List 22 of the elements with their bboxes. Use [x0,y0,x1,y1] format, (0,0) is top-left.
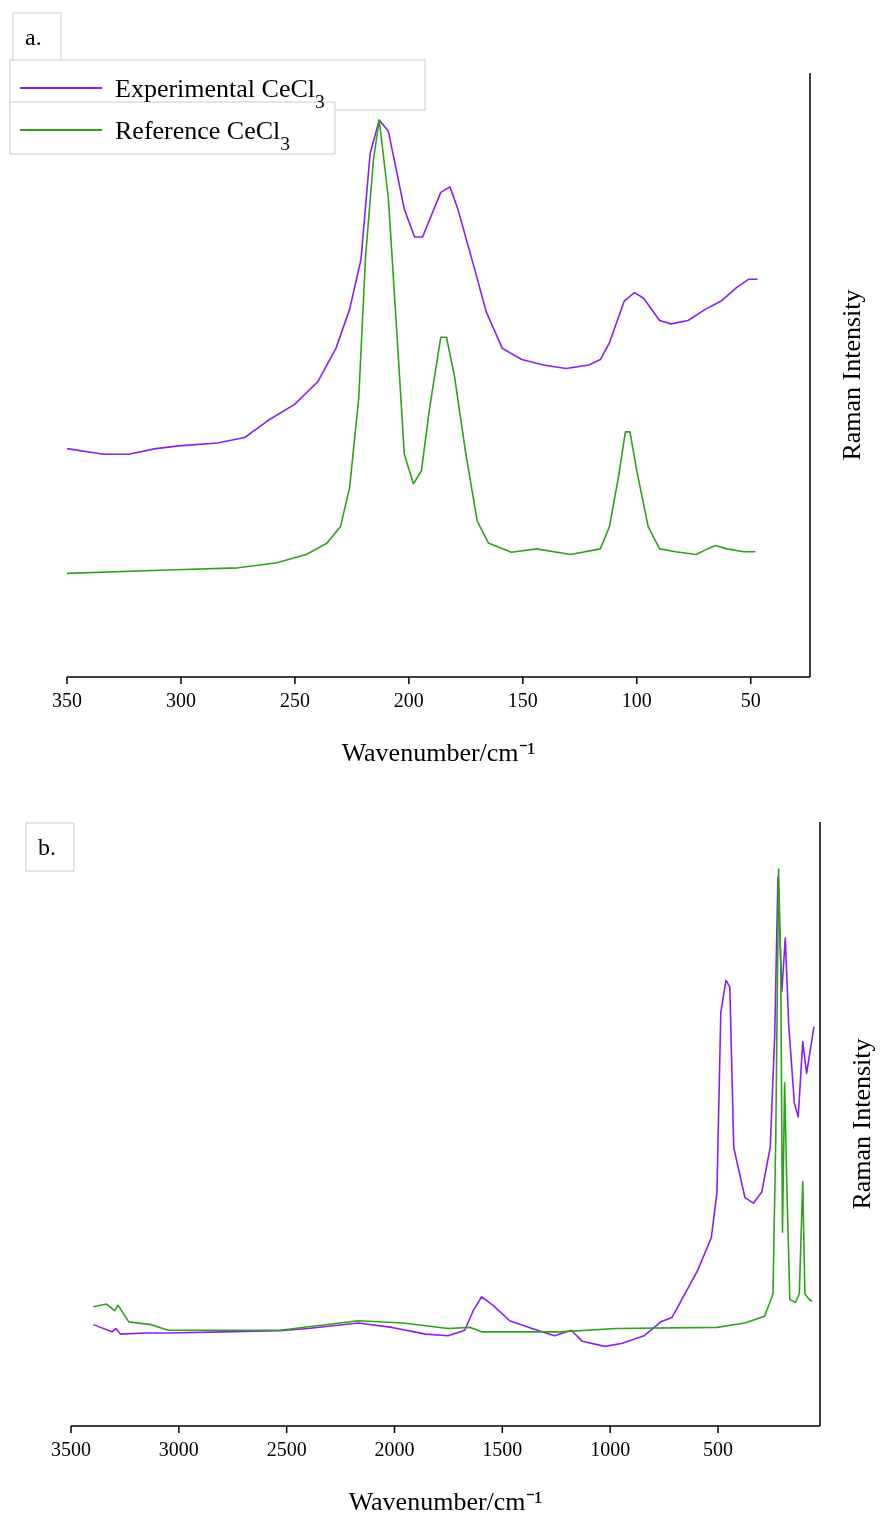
y-axis-title: Raman Intensity [847,1038,876,1210]
chart-title: a. [25,24,42,50]
x-axis-title: Wavenumber/cm⁻¹ [348,1487,543,1516]
x-tick-label: 250 [279,689,310,711]
x-tick-label: 2500 [266,1438,307,1460]
legend-label: Reference CeCl$_{3}$ [115,116,291,154]
x-tick-label: 300 [165,689,196,711]
x-tick-label: 3000 [158,1438,199,1460]
x-tick-label: 2000 [374,1438,415,1460]
x-tick-label: 500 [702,1438,733,1460]
x-tick-label: 3500 [51,1438,91,1460]
x-tick-label: 1500 [482,1438,523,1460]
x-tick-label: 350 [52,689,82,711]
y-axis-title: Raman Intensity [837,289,866,461]
chart-title: b. [38,834,56,860]
x-tick-label: 200 [393,689,424,711]
x-axis-title: Wavenumber/cm⁻¹ [341,738,536,767]
x-tick-label: 1000 [590,1438,631,1460]
x-tick-label: 150 [507,689,538,711]
x-tick-label: 50 [740,689,761,711]
legend-label: Experimental CeCl$_{3}$ [115,74,325,112]
x-tick-label: 100 [621,689,652,711]
